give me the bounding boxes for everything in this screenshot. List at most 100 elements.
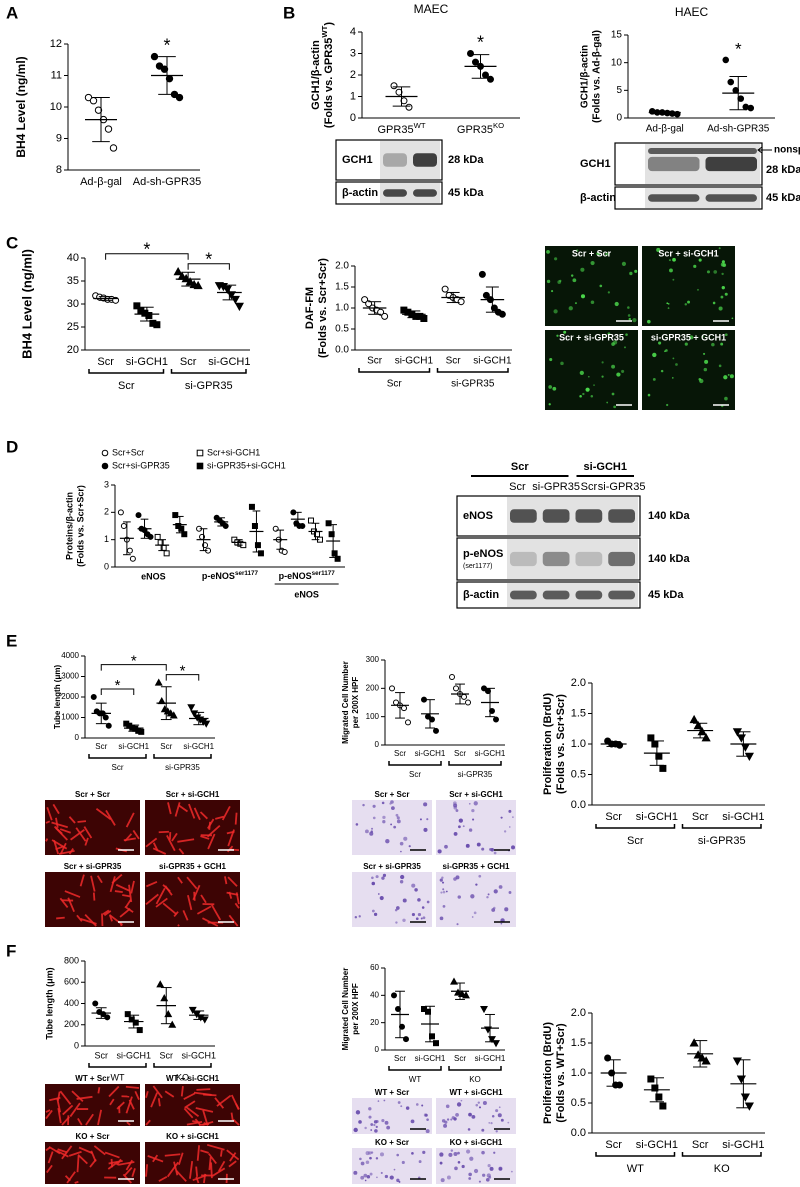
micrograph-texture <box>68 1150 82 1157</box>
micrograph-texture <box>107 1161 119 1170</box>
micrograph-texture <box>196 1145 201 1161</box>
data-point <box>163 550 170 557</box>
data-point <box>462 991 470 999</box>
micrograph-texture <box>397 1101 401 1104</box>
micrograph-texture <box>616 372 621 377</box>
micrograph-texture <box>145 837 158 848</box>
micrograph-texture <box>419 818 422 821</box>
y-axis-label: BH4 Level (ng/ml) <box>14 56 28 157</box>
micrograph-texture <box>77 1117 83 1126</box>
data-point <box>94 106 103 114</box>
micrograph-texture <box>460 1099 463 1102</box>
micrograph-texture <box>382 873 387 877</box>
micrograph-texture <box>478 1106 482 1109</box>
y-tick-label: 1.0 <box>571 1067 586 1079</box>
micrograph-texture <box>235 1103 240 1110</box>
x-tick-label-part: GPR35 <box>457 124 493 136</box>
micrograph-label: KO + Scr <box>375 1138 409 1147</box>
y-axis-label-part: (Folds vs. GPR35 <box>323 38 335 128</box>
data-point <box>187 704 196 712</box>
group-bracket <box>358 368 431 373</box>
micrograph-texture <box>364 1179 367 1182</box>
micrograph-texture <box>491 1115 495 1118</box>
panel-label: E <box>6 631 17 650</box>
micrograph-texture <box>355 823 359 826</box>
significance-bracket <box>187 263 230 270</box>
data-point <box>168 1020 177 1028</box>
micrograph-texture <box>393 825 397 829</box>
data-point <box>150 52 159 61</box>
micrograph-texture <box>621 261 627 266</box>
micrograph-texture <box>508 826 511 828</box>
blot-row-label: eNOS <box>463 510 493 522</box>
micrograph-texture <box>202 1120 214 1126</box>
data-point <box>659 764 667 772</box>
micrograph-texture <box>45 1109 51 1113</box>
micrograph-texture <box>453 805 458 810</box>
micrograph-texture <box>390 823 393 826</box>
blot-band <box>608 590 635 600</box>
micrograph-texture <box>45 1109 53 1120</box>
blot-band <box>542 509 570 523</box>
micrograph-texture <box>634 269 638 273</box>
data-point <box>498 310 506 318</box>
micrograph-texture <box>363 1173 368 1178</box>
micrograph-texture <box>203 1093 217 1097</box>
y-tick-label: 15 <box>611 30 623 41</box>
micrograph-texture <box>441 1119 446 1123</box>
micrograph-texture <box>450 1149 454 1152</box>
micrograph-texture <box>425 1129 430 1134</box>
micrograph-texture <box>415 917 419 921</box>
micrograph-texture <box>411 883 416 888</box>
micrograph-texture <box>187 894 193 911</box>
data-point <box>441 285 449 293</box>
micrograph-texture <box>208 1153 217 1165</box>
micrograph-texture <box>122 894 131 898</box>
blot-band <box>648 148 757 154</box>
micrograph-texture <box>116 1101 125 1110</box>
micrograph-texture <box>481 1150 485 1155</box>
x-tick-label: GPR35KO <box>457 121 504 136</box>
micrograph-texture <box>166 1161 179 1178</box>
legend-marker <box>196 449 204 457</box>
micrograph-texture <box>364 1126 367 1130</box>
micrograph-texture <box>656 247 661 253</box>
micrograph-texture <box>471 916 474 918</box>
micrograph-label: Scr + si-GPR35 <box>363 862 421 871</box>
micrograph-texture <box>146 880 158 888</box>
micrograph-texture <box>152 1085 163 1099</box>
micrograph-texture <box>384 1174 389 1179</box>
data-point <box>138 728 145 735</box>
x-tick-label: Scr <box>692 1139 709 1151</box>
group-bracket <box>88 754 147 759</box>
micrograph-texture <box>68 848 74 855</box>
micrograph-texture <box>508 891 512 894</box>
micrograph-texture <box>158 1175 168 1182</box>
micrograph-texture <box>93 1145 106 1156</box>
micrograph-texture <box>724 292 728 296</box>
chart-title: MAEC <box>414 2 449 16</box>
blot-row-label: GCH1 <box>580 158 611 170</box>
blot-band <box>648 156 700 172</box>
micrograph-texture <box>713 270 718 274</box>
micrograph-texture <box>46 1164 53 1174</box>
group-bracket <box>153 754 212 759</box>
y-tick-label: 100 <box>366 712 380 721</box>
micrograph-texture <box>731 317 734 320</box>
micrograph-texture <box>177 838 195 843</box>
y-axis-label-part: ) <box>323 22 335 26</box>
micrograph-texture <box>607 291 610 294</box>
micrograph-texture <box>580 294 586 299</box>
significance-bracket <box>165 674 200 681</box>
micrograph-texture <box>360 1175 365 1180</box>
micrograph-texture <box>195 1176 200 1184</box>
micrograph-texture <box>473 911 477 915</box>
micrograph-texture <box>77 1154 88 1165</box>
micrograph-texture <box>503 830 507 833</box>
data-point <box>461 693 467 700</box>
micrograph-texture <box>155 897 168 908</box>
y-tick-label: 5 <box>616 85 622 96</box>
micrograph-texture <box>702 352 706 355</box>
blot-row-sublabel: (ser1177) <box>463 563 492 570</box>
micrograph-texture <box>375 875 379 879</box>
